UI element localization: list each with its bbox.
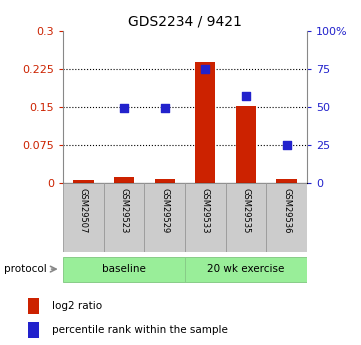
Bar: [226, 183, 266, 252]
Point: [243, 93, 249, 99]
Bar: [144, 183, 185, 252]
Point: [203, 66, 208, 72]
Bar: [73, 180, 93, 183]
Bar: [114, 177, 134, 183]
Bar: [155, 179, 175, 183]
Text: protocol: protocol: [4, 264, 46, 274]
Bar: [63, 183, 104, 252]
Bar: [266, 183, 307, 252]
Text: log2 ratio: log2 ratio: [52, 301, 103, 311]
Bar: [195, 62, 216, 183]
Text: GSM29533: GSM29533: [201, 188, 210, 234]
Bar: [63, 257, 185, 282]
Bar: [185, 183, 226, 252]
Text: GSM29507: GSM29507: [79, 188, 88, 234]
Bar: [28, 322, 39, 338]
Bar: [104, 183, 144, 252]
Point: [284, 142, 290, 148]
Bar: [28, 298, 39, 314]
Bar: [185, 257, 307, 282]
Point: [121, 106, 127, 111]
Bar: [236, 106, 256, 183]
Bar: [277, 179, 297, 183]
Text: 20 wk exercise: 20 wk exercise: [207, 264, 284, 274]
Text: GSM29535: GSM29535: [242, 188, 251, 234]
Text: GSM29529: GSM29529: [160, 188, 169, 234]
Text: baseline: baseline: [102, 264, 146, 274]
Title: GDS2234 / 9421: GDS2234 / 9421: [128, 14, 242, 29]
Text: percentile rank within the sample: percentile rank within the sample: [52, 325, 229, 335]
Point: [162, 106, 168, 111]
Text: GSM29536: GSM29536: [282, 188, 291, 234]
Text: GSM29523: GSM29523: [119, 188, 129, 234]
